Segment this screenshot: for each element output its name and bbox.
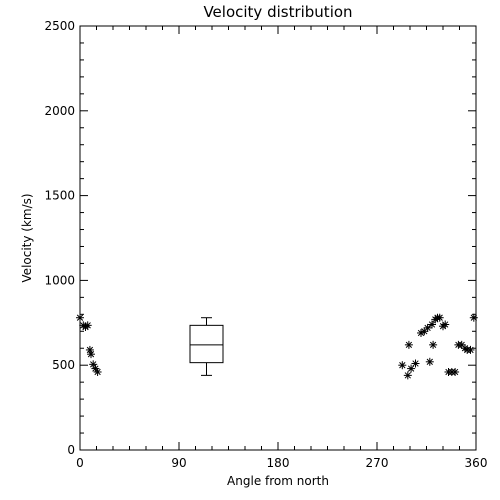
data-point-stroke [412,360,419,367]
data-point [428,320,436,329]
x-tick-label: 90 [171,456,186,470]
data-point-stroke [407,365,415,372]
y-tick-label: 500 [52,358,75,372]
data-point-stroke [451,368,459,376]
data-point-stroke [404,372,411,379]
axes: 0 90 180 270 360 0 500 1000 1500 2000 2500 [44,19,487,470]
data-point [83,321,92,330]
data-point [466,345,475,354]
y-tick-label: 0 [67,443,75,457]
y-tick-label: 1500 [44,189,75,203]
data-point-stroke [429,341,437,349]
y-tick-label: 2000 [44,104,75,118]
data-point [411,359,420,368]
data-point [407,364,416,373]
data-point-stroke [436,314,443,321]
data-point-stroke [84,322,91,329]
data-point [404,340,413,349]
y-tick-label: 1000 [44,273,75,287]
y-tick-label: 2500 [44,19,75,33]
x-axis-label: Angle from north [227,474,329,488]
x-tick-label: 0 [76,456,84,470]
y-axis-label: Velocity (km/s) [20,193,34,282]
data-point [425,357,434,366]
data-point [398,361,407,370]
data-point [93,367,102,376]
data-point-stroke [405,341,413,349]
data-point-stroke [94,368,101,376]
x-tick-label: 270 [366,456,389,470]
data-point [87,350,95,359]
data-point-stroke [442,321,449,328]
data-point-stroke [426,358,433,365]
data-point [451,367,460,376]
data-point-stroke [428,321,436,328]
x-tick-label: 180 [267,456,290,470]
data-point [469,313,478,322]
data-point-stroke [458,341,465,349]
data-point-stroke [90,361,97,368]
data-point-stroke [92,365,99,372]
chart-title: Velocity distribution [203,3,352,21]
x-tick-label: 360 [465,456,488,470]
plot-marks [76,313,478,380]
data-point [441,320,450,329]
data-point [435,313,444,322]
data-point-stroke [399,362,406,369]
data-point [423,323,432,332]
box-plot-box [189,324,224,364]
box-plot [189,317,224,376]
data-point-stroke [87,351,95,358]
data-point [429,340,438,349]
data-point-stroke [424,324,431,332]
data-point [403,371,412,380]
